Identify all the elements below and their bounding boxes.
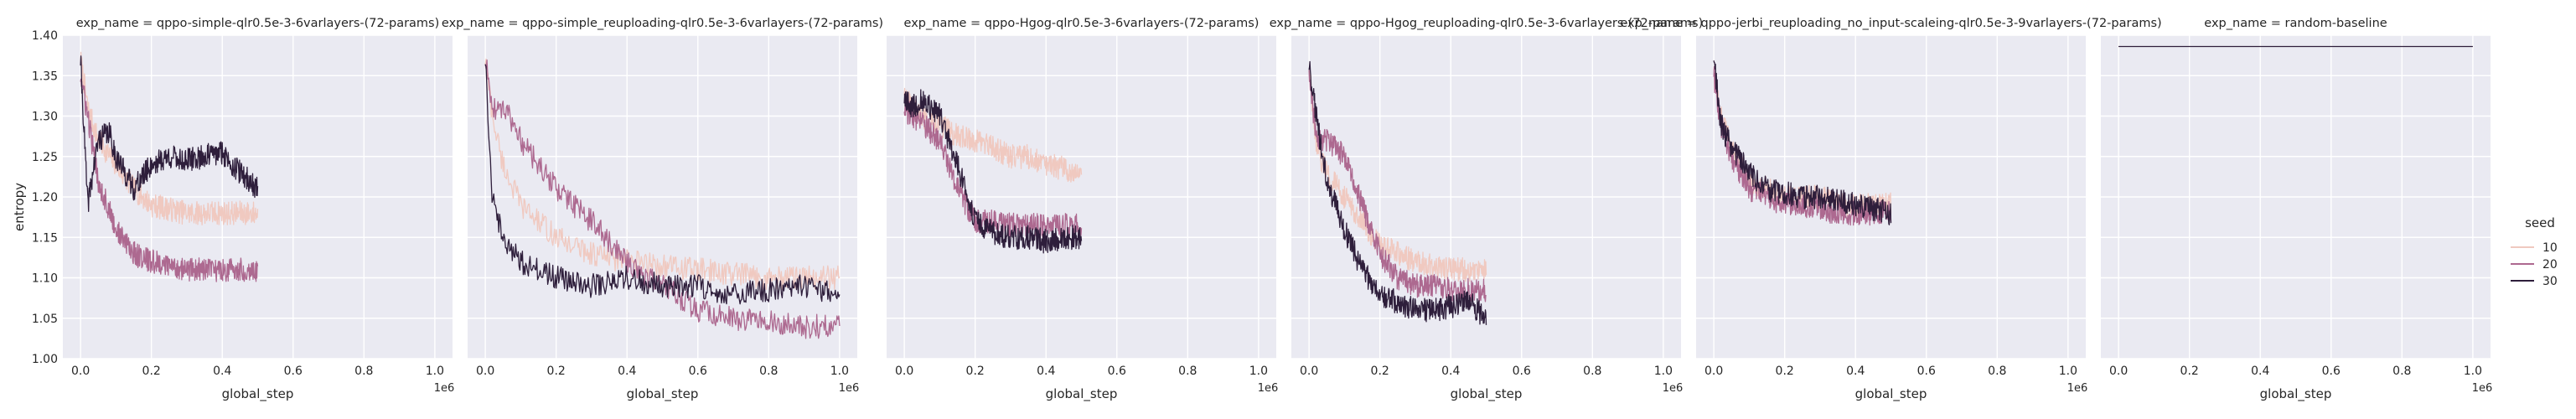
x-offset-label: 1e6 [434, 382, 455, 395]
x-tick-label: 0.2 [966, 365, 985, 378]
panel-title: exp_name = qppo-simple-qlr0.5e-3-6varlay… [76, 17, 440, 30]
x-tick-label: 0.6 [284, 365, 303, 378]
x-tick-label: 0.6 [1108, 365, 1126, 378]
x-tick-label: 0.6 [1917, 365, 1936, 378]
panel-title: exp_name = qppo-Hgog_reuploading-qlr0.5e… [1270, 17, 1704, 30]
panel-title: exp_name = qppo-jerbi_reuploading_no_inp… [1620, 17, 2161, 30]
x-tick-label: 0.0 [2109, 365, 2128, 378]
series-line-seed-30 [484, 64, 841, 305]
x-offset-label: 1e6 [839, 382, 860, 395]
x-tick-label: 0.4 [2251, 365, 2269, 378]
legend: seed 10 20 30 [2511, 215, 2558, 288]
series-line-seed-10 [1308, 70, 1487, 282]
y-tick-label: 1.40 [32, 29, 58, 43]
x-tick-label: 0.8 [1583, 365, 1601, 378]
legend-label-seed-10: 10 [2542, 241, 2558, 255]
x-tick-label: 0.6 [689, 365, 707, 378]
x-tick-label: 0.8 [759, 365, 778, 378]
series-line-seed-20 [80, 78, 259, 282]
panel-title: exp_name = qppo-Hgog-qlr0.5e-3-6varlayer… [904, 17, 1260, 30]
x-tick-label: 0.6 [1513, 365, 1531, 378]
y-tick-label: 1.35 [32, 70, 58, 83]
series-line-seed-30 [1713, 60, 1892, 225]
x-offset-label: 1e6 [1258, 382, 1279, 395]
panel-5: 0.0 0.2 0.4 0.6 0.8 1.0 1e6 global_step exp_name… [1620, 17, 2161, 402]
x-tick-label: 0.0 [1704, 365, 1723, 378]
x-tick-label: 0.4 [618, 365, 636, 378]
x-axis-label: global_step [1046, 386, 1118, 402]
x-tick-label: 0.4 [1037, 365, 1055, 378]
x-tick-label: 1.0 [426, 365, 444, 378]
panel-2: 0.0 0.2 0.4 0.6 0.8 1.0 1e6 global_step exp_name… [442, 17, 883, 402]
x-tick-label: 0.8 [1178, 365, 1197, 378]
x-tick-label: 0.4 [213, 365, 231, 378]
panels-group: 0.0 0.2 0.4 0.6 0.8 1.0 1.00 1.05 1.10 1.15 1.20 1.… [32, 17, 2492, 402]
x-tick-label: 0.0 [476, 365, 494, 378]
x-tick-label: 0.8 [1988, 365, 2006, 378]
y-tick-label: 1.00 [32, 353, 58, 366]
legend-label-seed-20: 20 [2542, 258, 2558, 272]
y-axis-label: entropy [12, 183, 27, 231]
legend-label-seed-30: 30 [2542, 275, 2558, 288]
x-tick-label: 1.0 [1249, 365, 1268, 378]
y-tick-label: 1.10 [32, 272, 58, 286]
x-tick-label: 0.4 [1441, 365, 1460, 378]
y-tick-label: 1.15 [32, 231, 58, 245]
series-line-seed-10 [80, 51, 259, 225]
panel-title: exp_name = random-baseline [2204, 17, 2387, 30]
x-tick-label: 1.0 [2059, 365, 2077, 378]
panel-6: 0.0 0.2 0.4 0.6 0.8 1.0 1e6 global_step exp_name… [2101, 17, 2492, 402]
series-line-seed-30 [1308, 60, 1487, 325]
panel-1: 0.0 0.2 0.4 0.6 0.8 1.0 1.00 1.05 1.10 1.15 1.20 1.… [32, 17, 454, 402]
x-tick-label: 0.6 [2322, 365, 2341, 378]
x-tick-label: 0.0 [1300, 365, 1318, 378]
panel-3: 0.0 0.2 0.4 0.6 0.8 1.0 1e6 global_step exp_name… [887, 17, 1278, 402]
x-offset-label: 1e6 [2067, 382, 2088, 395]
panel-title: exp_name = qppo-simple_reuploading-qlr0.… [442, 17, 883, 30]
x-tick-label: 0.2 [547, 365, 566, 378]
x-tick-label: 0.8 [2392, 365, 2411, 378]
y-tick-label: 1.20 [32, 191, 58, 204]
x-axis-label: global_step [2260, 386, 2332, 402]
x-tick-label: 0.2 [1776, 365, 1794, 378]
x-tick-label: 1.0 [1654, 365, 1673, 378]
x-offset-label: 1e6 [1663, 382, 1684, 395]
x-tick-label: 0.0 [71, 365, 90, 378]
y-tick-label: 1.25 [32, 151, 58, 164]
x-axis-label: global_step [627, 386, 699, 402]
x-tick-label: 1.0 [2464, 365, 2482, 378]
series-line-seed-20 [1713, 66, 1892, 226]
x-tick-label: 0.0 [895, 365, 913, 378]
series-line-seed-30 [80, 55, 259, 212]
series-line-seed-20 [484, 59, 841, 339]
x-tick-label: 0.2 [1371, 365, 1389, 378]
x-offset-label: 1e6 [2472, 382, 2493, 395]
x-tick-label: 0.8 [354, 365, 373, 378]
series-line-seed-30 [903, 89, 1083, 254]
x-tick-label: 0.2 [2180, 365, 2199, 378]
x-tick-label: 0.2 [142, 365, 161, 378]
x-axis-label: global_step [222, 386, 294, 402]
legend-title: seed [2525, 215, 2555, 230]
x-axis-label: global_step [1451, 386, 1523, 402]
x-axis-label: global_step [1855, 386, 1927, 402]
x-tick-label: 0.4 [1846, 365, 1865, 378]
panel-4: 0.0 0.2 0.4 0.6 0.8 1.0 1e6 global_step exp_name… [1270, 17, 1704, 402]
y-tick-label: 1.30 [32, 111, 58, 124]
y-tick-label: 1.05 [32, 313, 58, 326]
x-tick-label: 1.0 [830, 365, 849, 378]
